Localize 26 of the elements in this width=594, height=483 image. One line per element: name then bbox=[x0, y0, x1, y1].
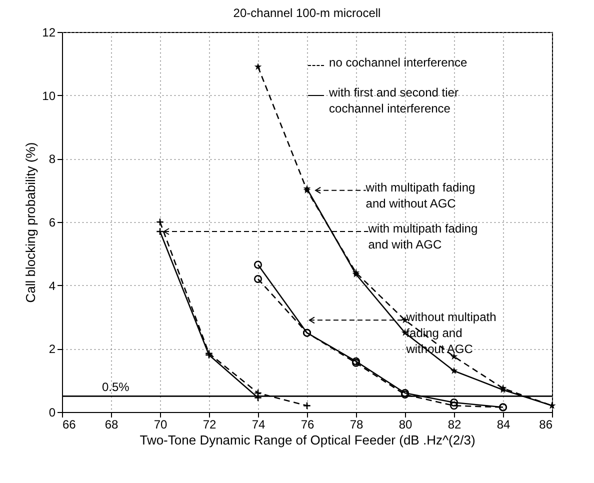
x-tick-label: 80 bbox=[398, 418, 412, 432]
y-tick-label: 2 bbox=[48, 342, 56, 356]
y-axis-title: Call blocking probability (%) bbox=[23, 142, 38, 303]
x-tick-label: 66 bbox=[62, 418, 76, 432]
ref-line-label: 0.5% bbox=[102, 380, 130, 394]
annotation: no cochannel interference bbox=[329, 55, 468, 70]
x-tick-label: 84 bbox=[496, 418, 510, 432]
x-tick-label: 74 bbox=[252, 418, 266, 432]
y-tick-label: 10 bbox=[42, 88, 56, 103]
x-tick-label: 68 bbox=[104, 418, 118, 432]
x-tick-label: 82 bbox=[448, 418, 462, 432]
y-tick-label: 0 bbox=[48, 406, 56, 420]
chart-title: 20-channel 100-m microcell bbox=[233, 6, 381, 20]
annotation: with multipath fading and with AGC bbox=[367, 222, 478, 252]
y-tick-label: 4 bbox=[48, 278, 56, 293]
x-tick-label: 76 bbox=[300, 418, 314, 432]
y-tick-label: 8 bbox=[48, 152, 56, 166]
x-tick-label: 70 bbox=[154, 418, 168, 432]
x-tick-label: 78 bbox=[350, 418, 364, 432]
x-tick-label: 72 bbox=[202, 418, 216, 432]
x-axis-title: Two-Tone Dynamic Range of Optical Feeder (dB .Hz^(2/3) bbox=[140, 432, 476, 448]
y-tick-label: 12 bbox=[42, 26, 56, 40]
annotation: with multipath fading and without AGC bbox=[364, 180, 476, 210]
y-tick-label: 6 bbox=[48, 216, 56, 230]
annotation: with first and second tier cochannel interference bbox=[328, 85, 458, 116]
x-tick-label: 86 bbox=[539, 418, 553, 432]
